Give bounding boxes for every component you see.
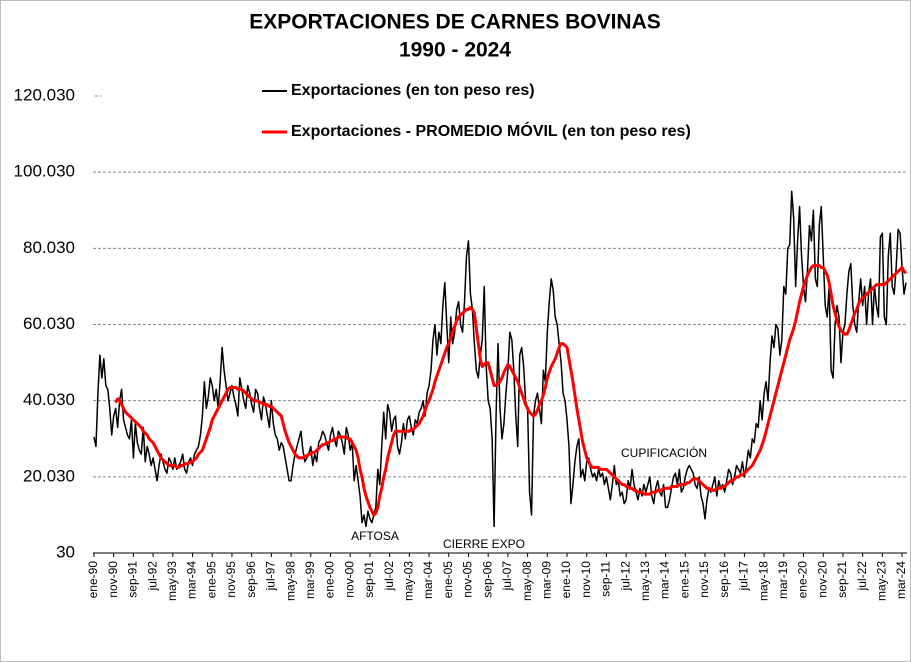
x-tick-label: nov-15 [697,561,711,598]
chart-title: EXPORTACIONES DE CARNES BOVINAS [249,11,661,34]
x-tick-label: may-23 [875,561,889,601]
y-tick-label: 80.030 [23,238,75,257]
annotation: CUPIFICACIÓN [621,445,707,460]
x-tick-label: ene-05 [441,561,455,599]
x-tick-label: may-93 [165,561,179,601]
x-tick-label: jul-07 [500,561,514,592]
x-tick-label: ene-00 [323,561,337,599]
y-tick-label: 40.030 [23,390,75,409]
y-tick-label: 20.030 [23,466,75,485]
x-tick-label: nov-00 [342,561,356,598]
y-tick-label: 100.030 [14,162,75,181]
x-tick-label: sep-06 [480,561,494,598]
x-tick-label: sep-91 [126,561,140,598]
x-tick-label: jul-12 [618,561,632,592]
x-tick-label: sep-16 [717,561,731,598]
x-tick-label: jul-92 [145,561,159,592]
x-tick-label: mar-24 [894,561,908,599]
x-tick-label: nov-95 [224,561,238,598]
x-tick-label: may-18 [756,561,770,601]
x-tick-label: may-98 [283,561,297,601]
x-tick-label: mar-09 [539,561,553,599]
x-tick-label: ene-15 [677,561,691,599]
x-tick-label: nov-20 [815,561,829,598]
x-tick-label: jul-02 [382,561,396,592]
legend-label: Exportaciones - PROMEDIO MÓVIL (en ton p… [291,121,691,140]
x-tick-label: may-03 [402,561,416,601]
series-line [93,190,907,528]
x-tick-label: mar-94 [185,561,199,599]
chart-subtitle: 1990 - 2024 [399,39,511,62]
x-tick-label: nov-90 [106,561,120,598]
x-tick-label: ene-95 [204,561,218,599]
x-tick-label: nov-10 [579,561,593,598]
x-tick-label: may-13 [638,561,652,601]
x-tick-label: mar-99 [303,561,317,599]
y-tick-label: 60.030 [23,314,75,333]
annotation: AFTOSA [351,529,399,543]
x-tick-label: may-08 [520,561,534,601]
series-line [114,264,908,517]
annotation: CIERRE EXPO [443,537,525,551]
x-tick-label: ene-10 [559,561,573,599]
x-tick-label: mar-14 [658,561,672,599]
legend-label: Exportaciones (en ton peso res) [291,82,535,99]
x-tick-label: jul-97 [264,561,278,592]
x-tick-label: mar-04 [421,561,435,599]
x-tick-label: sep-01 [362,561,376,598]
x-tick-label: jul-17 [737,561,751,592]
x-tick-label: sep-96 [244,561,258,598]
x-tick-label: jul-22 [855,561,869,592]
x-tick-label: ene-20 [796,561,810,599]
y-tick-label: 30 [56,542,75,561]
x-tick-label: mar-19 [776,561,790,599]
x-tick-label: sep-11 [599,561,613,597]
x-tick-label: nov-05 [461,561,475,598]
y-tick-label: 120.030 [14,85,75,104]
x-tick-label: sep-21 [835,561,849,598]
x-tick-label: ene-90 [86,561,100,599]
